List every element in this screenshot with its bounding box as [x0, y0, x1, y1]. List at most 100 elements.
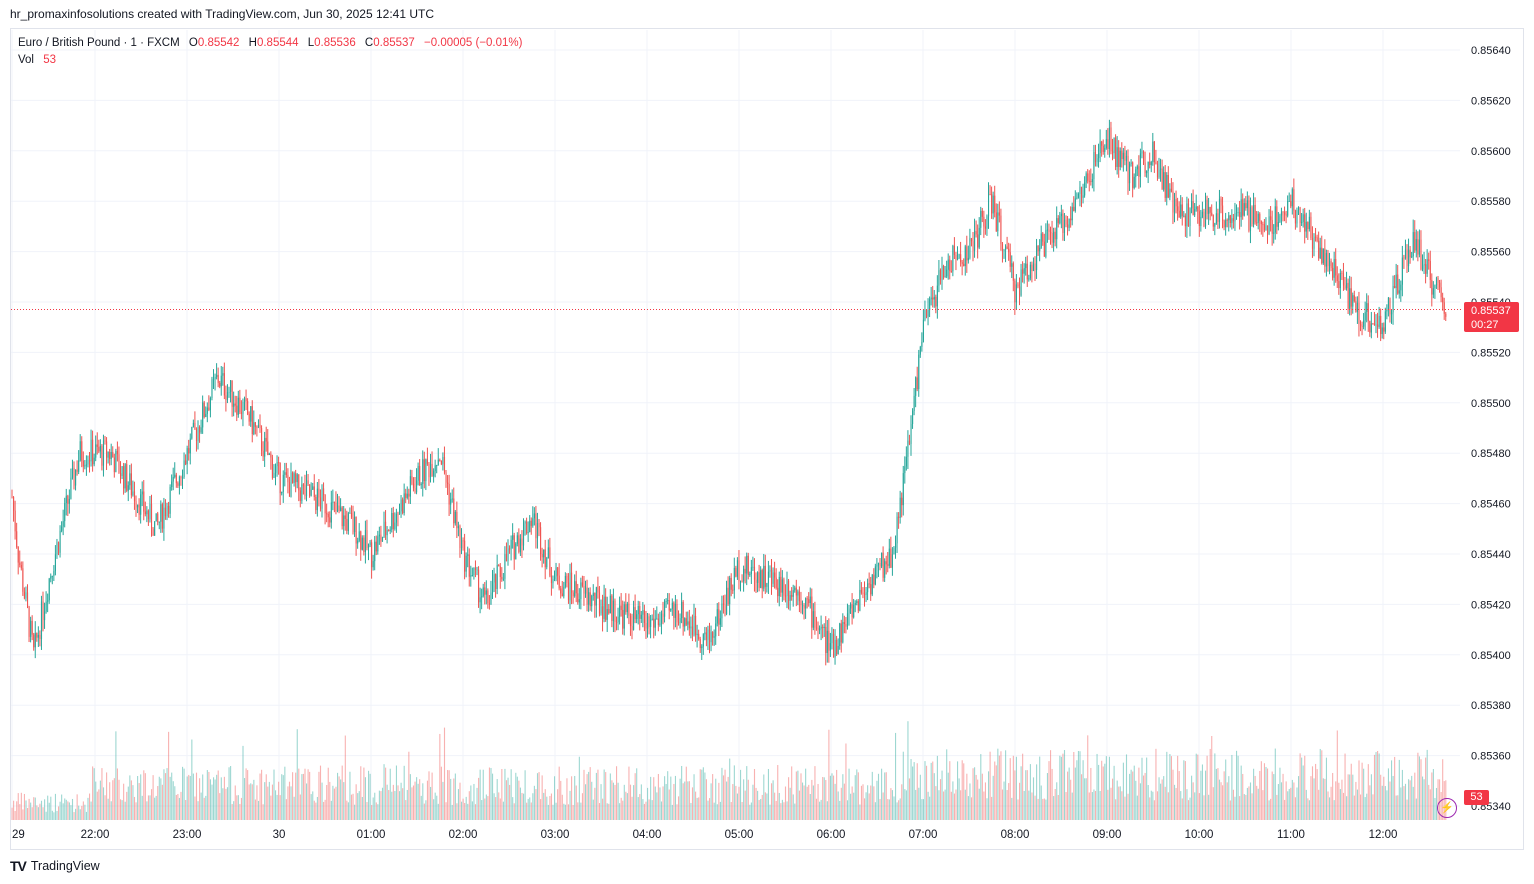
candle-body [504, 554, 506, 579]
candle-body [502, 578, 504, 580]
volume-bar [1043, 798, 1045, 820]
candle-body [1008, 248, 1010, 253]
candle-body [209, 397, 211, 411]
volume-bar [1277, 784, 1279, 820]
candle-body [1391, 312, 1393, 315]
volume-bar [791, 766, 793, 820]
candle-body [54, 554, 56, 572]
volume-bar [964, 789, 966, 820]
candle-body [1062, 213, 1064, 233]
x-tick-label: 05:00 [725, 829, 754, 841]
candle-body [1096, 158, 1098, 163]
candle-body [833, 633, 835, 658]
candle-body [380, 534, 382, 542]
candle-body [808, 599, 810, 604]
volume-bar [983, 791, 985, 820]
volume-bar [609, 773, 611, 820]
volume-bar [1164, 786, 1166, 820]
candle-body [541, 553, 543, 558]
volume-bar [440, 766, 442, 820]
tradingview-logo[interactable]: TV TradingView [10, 858, 100, 874]
volume-bar [261, 769, 263, 820]
volume-bar [1150, 790, 1152, 820]
volume-bar [1009, 758, 1011, 820]
volume-bar [189, 775, 191, 820]
candle-body [938, 270, 940, 286]
volume-bar [1053, 796, 1055, 820]
volume-bar [326, 785, 328, 820]
volume-bar [399, 791, 401, 820]
candle-body [840, 623, 842, 643]
volume-bar [890, 788, 892, 820]
candle-body [831, 633, 833, 644]
candle-body [636, 614, 638, 620]
candle-body [633, 607, 635, 630]
candle-body [385, 521, 387, 536]
volume-bar [81, 805, 83, 820]
candle-body [1124, 152, 1126, 161]
volume-bar [76, 794, 78, 820]
candle-body [1090, 181, 1092, 183]
volume-bar [1205, 770, 1207, 820]
candle-body [673, 602, 675, 618]
legend-symbol[interactable]: Euro / British Pound · 1 · FXCM [18, 37, 180, 49]
candle-body [1178, 210, 1180, 218]
volume-bar [696, 797, 698, 820]
y-tick-label: 0.85600 [1471, 146, 1511, 158]
volume-bar [295, 772, 297, 820]
volume-bar [1288, 788, 1290, 820]
price-axis[interactable]: 0.856400.856200.856000.855800.855600.855… [1471, 45, 1511, 813]
volume-bar [1381, 785, 1383, 820]
volume-bar [1051, 768, 1053, 820]
volume-bar [27, 808, 29, 820]
legend-vol-label[interactable]: Vol [18, 54, 34, 66]
candle-body [535, 513, 537, 539]
volume-bar [1048, 761, 1050, 820]
volume-bar [199, 778, 201, 820]
volume-bar [247, 770, 249, 820]
volume-bar [1276, 794, 1278, 820]
candle-body [168, 505, 170, 514]
volume-bar [625, 791, 627, 820]
candle-body [1098, 153, 1100, 159]
candle-body [177, 483, 179, 486]
candle-body [211, 378, 213, 398]
volume-bar [140, 774, 142, 820]
volume-bar [1138, 767, 1140, 820]
volume-bar [918, 787, 920, 820]
candle-body [1232, 218, 1234, 222]
candle-body [343, 515, 345, 527]
candle-body [120, 473, 122, 476]
lightning-bolt-icon[interactable]: ⚡ [1437, 798, 1457, 818]
volume-bar [1042, 798, 1044, 820]
time-axis[interactable]: 29 22:00 23:00 30 01:00 02:00 03:00 04:00 05:00 0… [12, 829, 1397, 841]
candle-body [944, 276, 946, 278]
volume-bar [1336, 730, 1338, 820]
candle-body [1236, 212, 1238, 214]
candle-body [464, 540, 466, 572]
volume-bar [290, 786, 292, 820]
candle-body [194, 422, 196, 429]
volume-bar [309, 771, 311, 820]
volume-bar [806, 786, 808, 820]
volume-bar [690, 802, 692, 820]
x-tick-label: 07:00 [909, 829, 938, 841]
candle-body [1135, 169, 1137, 177]
volume-bar [1026, 770, 1028, 820]
volume-bar [967, 796, 969, 820]
volume-bar [1046, 773, 1048, 820]
candle-body [1336, 275, 1338, 282]
chart-frame [10, 28, 1524, 850]
volume-bar [230, 766, 232, 820]
candle-body [730, 577, 732, 590]
volume-bar [1147, 785, 1149, 820]
candle-body [374, 541, 376, 562]
candle-body [1234, 212, 1236, 222]
candle-body [14, 510, 16, 532]
volume-bar [653, 777, 655, 820]
volume-bar [465, 796, 467, 820]
volume-bar [332, 785, 334, 820]
candle-body [1327, 252, 1329, 267]
volume-bar [1015, 756, 1017, 820]
